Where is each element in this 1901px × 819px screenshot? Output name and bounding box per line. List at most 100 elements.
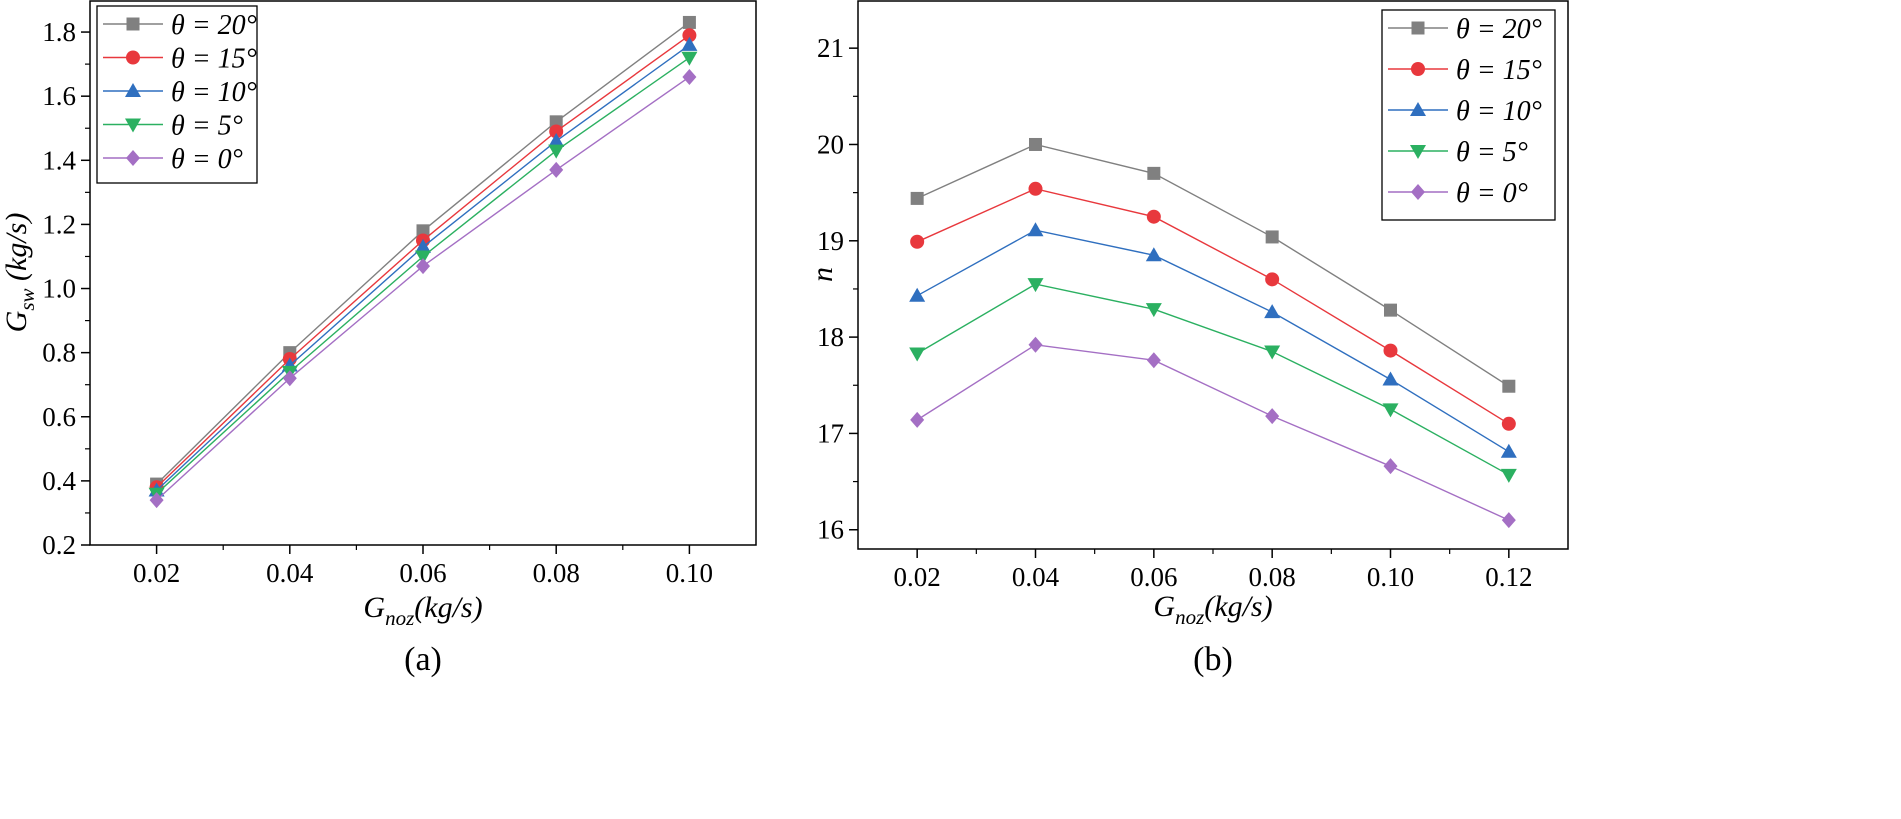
data-point <box>1265 408 1280 425</box>
data-point <box>681 51 698 66</box>
data-point <box>1265 272 1280 287</box>
legend-marker <box>1410 102 1426 116</box>
legend-marker <box>126 50 140 65</box>
series-line <box>916 143 1510 387</box>
data-point <box>909 287 926 302</box>
panel-a-chart: 0.02 0.04 0.06 0.08 0.10 0.2 0.4 0.6 0.8 1.0 1.2 1.… <box>0 0 757 678</box>
data-point <box>549 124 564 139</box>
legend-label: θ = 20° <box>171 10 257 41</box>
data-point <box>1145 303 1162 318</box>
y-tick-label: 1.4 <box>42 145 76 175</box>
y-tick-label: 1.0 <box>42 274 76 304</box>
x-tick-label: 0.06 <box>1130 562 1177 592</box>
panel-caption: (b) <box>1193 641 1233 678</box>
y-tick-label: 0.6 <box>42 402 76 432</box>
legend-label: θ = 20° <box>1456 14 1542 45</box>
data-point <box>1265 230 1279 244</box>
legend-label: θ = 15° <box>1456 55 1542 86</box>
data-point <box>1146 209 1161 224</box>
legend-marker <box>125 83 141 97</box>
data-point <box>1145 247 1162 262</box>
data-point <box>682 28 697 43</box>
x-axis-title: Gnoz(kg/s) <box>1153 590 1272 629</box>
y-tick-label: 0.2 <box>42 530 76 560</box>
legend-marker <box>125 118 141 133</box>
series-line <box>916 188 1510 425</box>
data-point <box>1500 443 1517 458</box>
series-line <box>916 283 1510 476</box>
legend-label: θ = 0° <box>171 144 243 175</box>
data-point <box>1384 303 1397 317</box>
data-point <box>682 68 697 85</box>
y-tick-label: 19 <box>817 226 844 256</box>
data-point <box>149 492 164 509</box>
y-axis-title: Gsw (kg/s) <box>0 213 39 333</box>
data-point <box>282 370 297 387</box>
data-point <box>909 347 926 362</box>
legend-label: θ = 5° <box>1456 137 1528 168</box>
panel-b-chart: 0.02 0.04 0.06 0.08 0.10 0.12 16 17 18 19 20 21 θ = … <box>806 0 1569 678</box>
data-point <box>1028 181 1043 196</box>
data-point <box>1383 343 1398 358</box>
data-point <box>1027 222 1044 237</box>
legend-label: θ = 5° <box>171 111 243 142</box>
x-tick-label: 0.08 <box>533 558 580 588</box>
data-point <box>415 250 431 265</box>
y-tick-label: 17 <box>817 418 844 448</box>
data-point <box>416 258 430 275</box>
y-tick-label: 0.4 <box>42 466 76 496</box>
y-tick-label: 0.8 <box>42 338 76 368</box>
legend-marker <box>126 17 140 31</box>
x-tick-label: 0.12 <box>1485 562 1532 592</box>
data-point <box>549 161 564 178</box>
x-tick-label: 0.02 <box>894 562 941 592</box>
y-tick-label: 1.2 <box>42 209 76 239</box>
data-point <box>910 191 924 205</box>
legend-box <box>96 5 258 184</box>
legend-marker <box>1411 62 1425 76</box>
data-point <box>910 234 925 249</box>
y-axis-title: n <box>806 267 839 282</box>
legend-label: θ = 0° <box>1456 178 1528 209</box>
y-tick-label: 16 <box>817 515 844 545</box>
y-tick-label: 21 <box>817 33 844 63</box>
legend-marker <box>1410 145 1426 159</box>
legend-label: θ = 10° <box>171 77 257 108</box>
data-point <box>415 238 431 253</box>
y-tick-label: 1.8 <box>42 17 76 47</box>
data-point <box>1264 304 1281 319</box>
data-point <box>549 115 563 129</box>
data-point <box>1264 345 1281 360</box>
x-axis-title: Gnoz(kg/s) <box>363 591 482 630</box>
legend-label: θ = 10° <box>1456 96 1542 127</box>
data-point <box>1500 468 1517 483</box>
data-point <box>682 15 696 29</box>
legend-marker <box>1411 184 1425 200</box>
data-point <box>1147 166 1161 180</box>
data-point <box>1383 458 1398 475</box>
data-point <box>1501 416 1516 431</box>
data-point <box>1146 352 1161 369</box>
x-tick-label: 0.02 <box>133 558 180 588</box>
legend-label: θ = 15° <box>171 44 257 75</box>
panel-caption: (a) <box>404 641 442 678</box>
series-line <box>916 229 1510 453</box>
x-tick-label: 0.06 <box>399 558 446 588</box>
data-point <box>1501 512 1516 529</box>
y-tick-label: 1.6 <box>42 81 76 111</box>
data-point <box>1029 137 1042 151</box>
x-tick-label: 0.08 <box>1249 562 1296 592</box>
data-point <box>1028 336 1043 353</box>
y-tick-label: 18 <box>817 322 844 352</box>
x-tick-label: 0.04 <box>266 558 314 588</box>
data-point <box>548 133 565 148</box>
data-point <box>1027 278 1044 293</box>
x-tick-label: 0.10 <box>1367 562 1414 592</box>
data-point <box>1502 379 1516 393</box>
y-tick-label: 20 <box>817 129 844 159</box>
series-line <box>916 344 1510 521</box>
data-point <box>416 224 430 238</box>
legend-marker <box>1411 21 1425 35</box>
legend-marker <box>126 150 140 166</box>
